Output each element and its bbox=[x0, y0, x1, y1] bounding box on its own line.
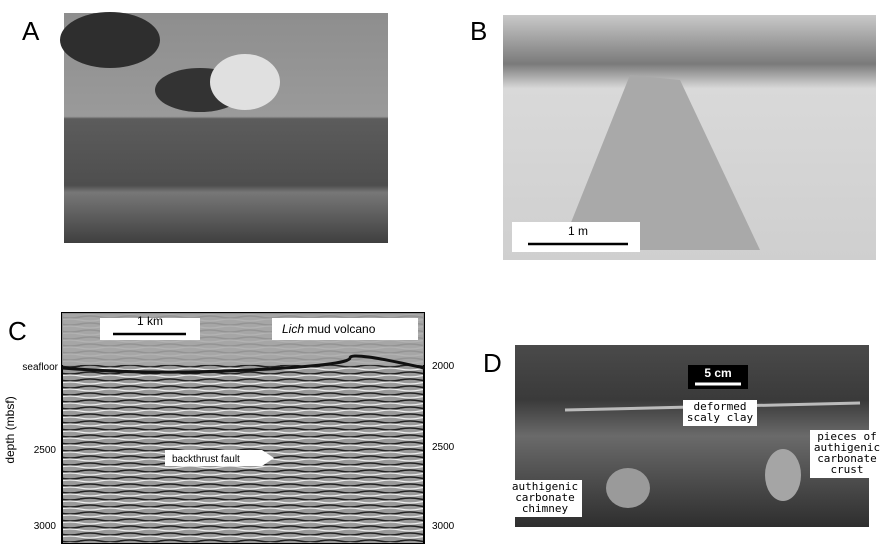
panel-letter: A bbox=[22, 16, 40, 46]
eruption-cloud bbox=[210, 54, 280, 110]
label-line: scaly clay bbox=[687, 411, 754, 424]
title-italic: Lich bbox=[282, 322, 304, 336]
seafloor-label: seafloor bbox=[22, 362, 58, 373]
left-tick: 3000 bbox=[34, 521, 57, 532]
panel-letter: C bbox=[8, 316, 27, 346]
smoke bbox=[60, 12, 160, 68]
panel-letter: B bbox=[470, 16, 487, 46]
right-tick: 3000 bbox=[432, 521, 455, 532]
label-line: chimney bbox=[522, 502, 569, 515]
figure: A B 1 m C 1 km Lich mud volcano seafloor… bbox=[0, 0, 891, 544]
title-rest: mud volcano bbox=[307, 322, 375, 336]
crust bbox=[765, 449, 801, 501]
scale-label: 1 km bbox=[137, 314, 163, 328]
panel-letter: D bbox=[483, 348, 502, 378]
chimney bbox=[606, 468, 650, 508]
scale-label: 1 m bbox=[568, 224, 588, 238]
annotation: backthrust fault bbox=[172, 454, 240, 465]
right-tick: 2500 bbox=[432, 442, 455, 453]
profile-title: Lich mud volcano bbox=[282, 322, 376, 336]
right-tick: 2000 bbox=[432, 361, 455, 372]
axis-label: depth (mbsf) bbox=[3, 396, 17, 463]
left-tick: 2500 bbox=[34, 445, 57, 456]
label-line: crust bbox=[830, 463, 863, 476]
scale-label: 5 cm bbox=[704, 366, 731, 380]
